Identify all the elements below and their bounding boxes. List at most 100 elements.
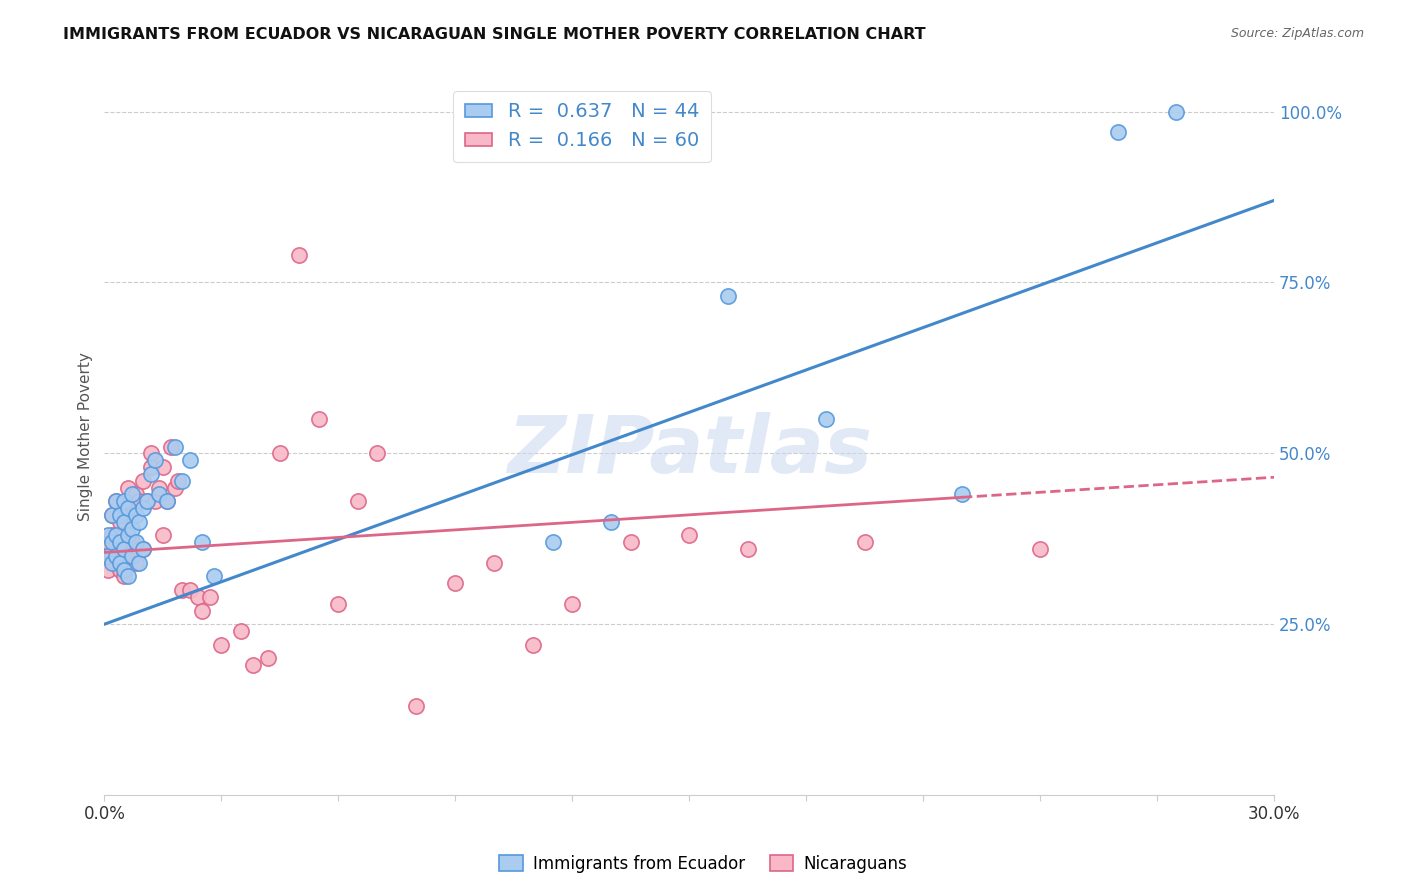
- Point: [141, 467, 163, 481]
- Point: [1107, 125, 1129, 139]
- Point: [101, 556, 124, 570]
- Point: [522, 638, 544, 652]
- Point: [308, 412, 330, 426]
- Point: [179, 582, 201, 597]
- Point: [444, 576, 467, 591]
- Point: [121, 535, 143, 549]
- Point: [143, 494, 166, 508]
- Point: [136, 494, 159, 508]
- Point: [117, 501, 139, 516]
- Point: [124, 487, 146, 501]
- Point: [128, 541, 150, 556]
- Point: [288, 248, 311, 262]
- Point: [484, 556, 506, 570]
- Point: [112, 494, 135, 508]
- Point: [112, 501, 135, 516]
- Point: [191, 535, 214, 549]
- Point: [163, 481, 186, 495]
- Point: [128, 494, 150, 508]
- Point: [108, 515, 131, 529]
- Point: [620, 535, 643, 549]
- Point: [156, 494, 179, 508]
- Point: [117, 528, 139, 542]
- Point: [108, 541, 131, 556]
- Point: [242, 658, 264, 673]
- Point: [112, 515, 135, 529]
- Point: [117, 481, 139, 495]
- Point: [101, 528, 124, 542]
- Point: [97, 549, 120, 563]
- Point: [105, 549, 128, 563]
- Point: [105, 494, 128, 508]
- Point: [156, 494, 179, 508]
- Point: [950, 487, 973, 501]
- Point: [269, 446, 291, 460]
- Point: [405, 699, 427, 714]
- Point: [101, 549, 124, 563]
- Point: [159, 440, 181, 454]
- Point: [124, 508, 146, 522]
- Point: [1166, 104, 1188, 119]
- Point: [152, 460, 174, 475]
- Point: [179, 453, 201, 467]
- Point: [172, 474, 194, 488]
- Point: [132, 541, 155, 556]
- Point: [97, 562, 120, 576]
- Point: [814, 412, 837, 426]
- Point: [132, 474, 155, 488]
- Point: [108, 535, 131, 549]
- Point: [101, 508, 124, 522]
- Point: [132, 541, 155, 556]
- Point: [121, 508, 143, 522]
- Point: [229, 624, 252, 638]
- Legend: Immigrants from Ecuador, Nicaraguans: Immigrants from Ecuador, Nicaraguans: [492, 848, 914, 880]
- Point: [112, 562, 135, 576]
- Point: [128, 556, 150, 570]
- Point: [101, 535, 124, 549]
- Point: [128, 515, 150, 529]
- Point: [172, 582, 194, 597]
- Point: [132, 501, 155, 516]
- Point: [167, 474, 190, 488]
- Point: [152, 528, 174, 542]
- Point: [112, 528, 135, 542]
- Point: [198, 590, 221, 604]
- Point: [105, 528, 128, 542]
- Point: [117, 569, 139, 583]
- Point: [124, 556, 146, 570]
- Point: [561, 597, 583, 611]
- Point: [541, 535, 564, 549]
- Point: [202, 569, 225, 583]
- Point: [737, 541, 759, 556]
- Point: [163, 440, 186, 454]
- Point: [853, 535, 876, 549]
- Point: [121, 522, 143, 536]
- Point: [191, 603, 214, 617]
- Point: [108, 508, 131, 522]
- Point: [105, 556, 128, 570]
- Point: [678, 528, 700, 542]
- Text: Source: ZipAtlas.com: Source: ZipAtlas.com: [1230, 27, 1364, 40]
- Point: [328, 597, 350, 611]
- Point: [108, 556, 131, 570]
- Point: [108, 562, 131, 576]
- Point: [141, 460, 163, 475]
- Point: [143, 453, 166, 467]
- Point: [209, 638, 232, 652]
- Point: [346, 494, 368, 508]
- Point: [105, 494, 128, 508]
- Point: [101, 508, 124, 522]
- Text: IMMIGRANTS FROM ECUADOR VS NICARAGUAN SINGLE MOTHER POVERTY CORRELATION CHART: IMMIGRANTS FROM ECUADOR VS NICARAGUAN SI…: [63, 27, 927, 42]
- Point: [124, 535, 146, 549]
- Point: [366, 446, 388, 460]
- Point: [1029, 541, 1052, 556]
- Legend: R =  0.637   N = 44, R =  0.166   N = 60: R = 0.637 N = 44, R = 0.166 N = 60: [453, 91, 711, 161]
- Point: [141, 446, 163, 460]
- Point: [136, 494, 159, 508]
- Point: [148, 481, 170, 495]
- Point: [148, 487, 170, 501]
- Point: [117, 549, 139, 563]
- Point: [717, 289, 740, 303]
- Point: [121, 487, 143, 501]
- Point: [112, 569, 135, 583]
